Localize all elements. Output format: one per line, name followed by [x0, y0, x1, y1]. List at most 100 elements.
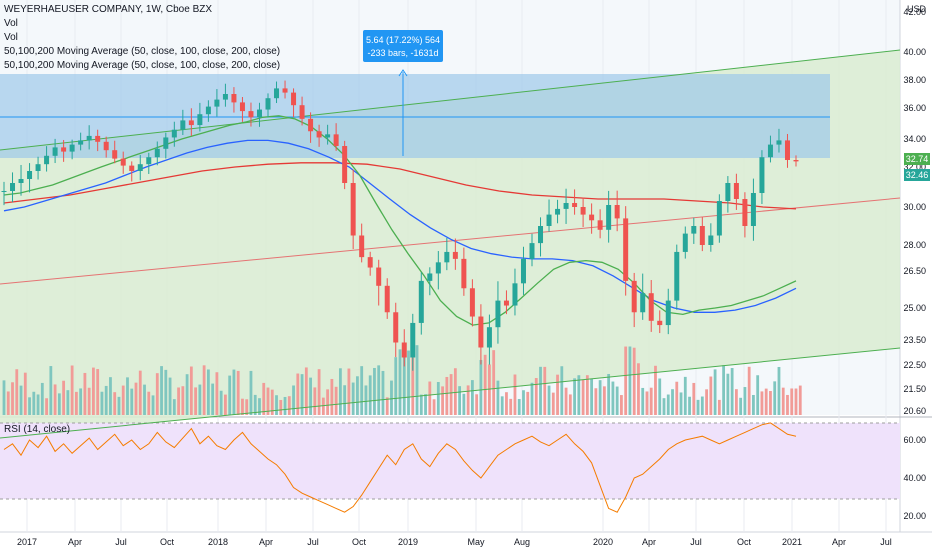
- volume-bar: [662, 398, 666, 415]
- candle-body: [171, 129, 177, 138]
- legend-ma-1[interactable]: 50,100,200 Moving Average (50, close, 10…: [4, 46, 280, 57]
- volume-bar: [104, 385, 108, 415]
- candle-body: [163, 137, 169, 149]
- rsi-axis[interactable]: 60.00 40.00 20.00: [903, 435, 926, 521]
- legend-vol-2[interactable]: Vol: [4, 32, 18, 43]
- volume-bar: [730, 368, 734, 415]
- candle-body: [154, 148, 160, 158]
- price-axis[interactable]: 42.00 40.00 38.00 36.00 34.00 32.00 30.00 28.00…: [903, 7, 926, 416]
- volume-bar: [607, 373, 611, 415]
- time-tick-label: Apr: [68, 537, 82, 547]
- volume-bar: [360, 366, 364, 415]
- volume-bar: [258, 398, 261, 415]
- volume-bar: [658, 378, 662, 415]
- price-tick-label: 25.00: [903, 303, 926, 313]
- candle-body: [691, 226, 697, 234]
- measure-badge: [363, 30, 443, 62]
- volume-bar: [747, 366, 751, 415]
- measure-tool[interactable]: 5.64 (17.22%) 564 -233 bars, -1631d: [363, 30, 443, 156]
- ma200-line: [3, 162, 797, 210]
- volume-bar: [138, 370, 142, 415]
- volume-bar: [709, 376, 713, 415]
- volume-bar: [100, 391, 104, 415]
- volume-bar: [202, 365, 206, 415]
- volume-bar: [253, 394, 257, 415]
- volume-bar: [683, 376, 687, 415]
- volume-bar: [147, 391, 151, 415]
- candle-body: [350, 183, 356, 236]
- candle-body: [342, 146, 348, 183]
- volume-bar: [168, 377, 172, 415]
- volume-bar: [453, 368, 457, 415]
- price-tick-label: 26.50: [903, 266, 926, 276]
- time-tick-label: Apr: [832, 537, 846, 547]
- price-tick-label: 30.00: [903, 202, 926, 212]
- volume-bar: [283, 396, 287, 415]
- volume-bar: [773, 381, 777, 415]
- candle-body: [538, 226, 544, 244]
- time-tick-label: 2019: [398, 537, 418, 547]
- volume-bar: [292, 385, 295, 415]
- price-badge: [904, 169, 930, 181]
- volume-bar: [696, 399, 700, 415]
- volume-bar: [338, 368, 342, 415]
- time-tick-label: 2018: [208, 537, 228, 547]
- volume-bar: [402, 356, 406, 415]
- volume-bar: [475, 394, 479, 415]
- volume-bar: [769, 391, 772, 415]
- price-badge: [904, 153, 930, 165]
- candle-body: [512, 283, 518, 306]
- time-tick-label: Oct: [160, 537, 175, 547]
- volume-bar: [347, 368, 351, 415]
- legend-vol-1[interactable]: Vol: [4, 18, 18, 29]
- volume-bar: [513, 374, 517, 415]
- legend-title[interactable]: WEYERHAEUSER COMPANY, 1W, Cboe BZX: [4, 4, 212, 15]
- volume-bar: [713, 369, 717, 415]
- candle-body: [750, 193, 756, 226]
- volume-bar: [726, 373, 730, 415]
- time-tick-label: Oct: [737, 537, 752, 547]
- candle-body: [205, 106, 211, 115]
- volume-bar: [756, 375, 760, 415]
- volume-bar: [500, 396, 504, 415]
- volume-bar: [522, 390, 525, 415]
- volume-bar: [215, 372, 219, 415]
- candle-body: [580, 207, 586, 215]
- volume-bar: [717, 399, 721, 415]
- volume-bar: [781, 387, 785, 415]
- candle-body: [469, 288, 475, 317]
- volume-bar: [488, 364, 491, 415]
- legend-rsi[interactable]: RSI (14, close): [4, 424, 70, 435]
- volume-bar: [458, 386, 462, 415]
- volume-bar: [666, 394, 670, 415]
- volume-bar: [381, 370, 385, 415]
- volume-bar: [177, 387, 180, 415]
- volume-bar: [32, 391, 36, 415]
- legend-ma-2[interactable]: 50,100,200 Moving Average (50, close, 10…: [4, 60, 280, 71]
- volume-bar: [19, 385, 23, 415]
- volume-bar: [92, 367, 95, 415]
- rsi-tick-label: 60.00: [903, 435, 926, 445]
- candle-body: [784, 140, 790, 160]
- candle-body: [44, 155, 50, 165]
- candle-body: [359, 235, 365, 258]
- volume-bar: [411, 357, 415, 415]
- volume-bar: [654, 365, 657, 415]
- volume-bar: [211, 383, 215, 415]
- volume-bar: [270, 389, 274, 415]
- candle-body: [393, 312, 399, 343]
- volume-bar: [155, 373, 159, 415]
- volume-bar: [117, 396, 121, 415]
- volume-bar: [368, 375, 372, 415]
- candle-body: [486, 327, 492, 348]
- price-tick-label: 38.00: [903, 75, 926, 85]
- time-axis[interactable]: 2017 Apr Jul Oct 2018 Apr Jul Oct 2019 May Aug 2020…: [17, 537, 892, 547]
- volume-bar: [181, 386, 185, 415]
- time-tick-label: Oct: [352, 537, 367, 547]
- candle-body: [120, 158, 126, 166]
- volume-bar: [23, 372, 27, 415]
- volume-bar: [266, 387, 270, 415]
- volume-bar: [109, 377, 112, 415]
- volume-bar: [760, 391, 764, 415]
